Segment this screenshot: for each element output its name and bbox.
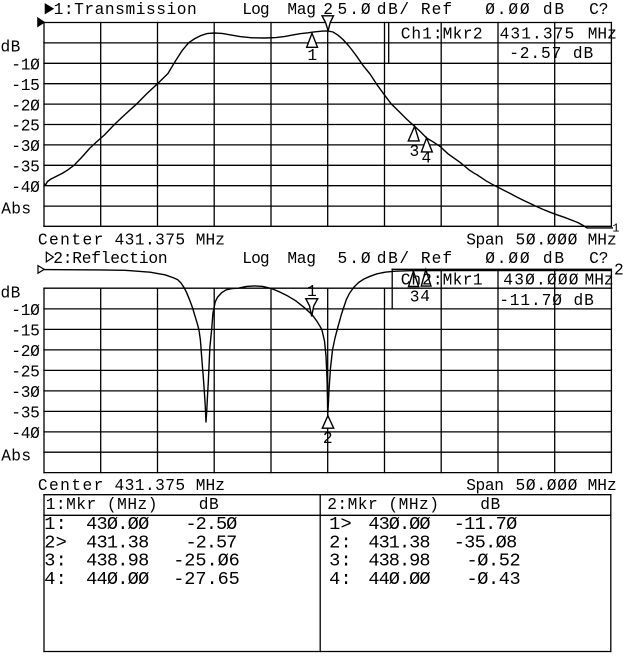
svg-text:2>: 2> <box>44 532 67 553</box>
svg-text:Ø.ØØ dB: Ø.ØØ dB <box>485 250 566 268</box>
svg-text:Abs: Abs <box>1 447 31 465</box>
svg-text:MHz: MHz <box>585 272 614 290</box>
svg-text:-2.57: -2.57 <box>186 532 237 553</box>
svg-text:Ø.ØØ dB: Ø.ØØ dB <box>485 1 566 19</box>
svg-text:1: 1 <box>307 47 317 65</box>
svg-text:43Ø.ØØ: 43Ø.ØØ <box>368 514 430 535</box>
svg-text:1: 1 <box>612 222 620 236</box>
svg-text:MHz: MHz <box>588 477 617 495</box>
svg-text:431.375: 431.375 <box>500 25 576 43</box>
svg-text:MHz: MHz <box>588 231 617 249</box>
svg-text:Span: Span <box>466 477 503 495</box>
svg-text:-35: -35 <box>11 159 39 177</box>
svg-text:5.Ø: 5.Ø <box>338 1 373 19</box>
svg-text:-Ø.43: -Ø.43 <box>467 569 521 590</box>
svg-text:MHz: MHz <box>196 477 225 495</box>
svg-text:-4Ø: -4Ø <box>11 425 40 443</box>
svg-text:-2.57 dB: -2.57 dB <box>509 45 594 63</box>
svg-text:4:: 4: <box>329 569 352 590</box>
svg-text:Log: Log <box>242 250 269 268</box>
svg-text:C?: C? <box>589 1 608 19</box>
svg-text:43Ø.ØØØ: 43Ø.ØØØ <box>503 272 579 290</box>
svg-text:431.38: 431.38 <box>368 532 429 553</box>
svg-text:-35.Ø8: -35.Ø8 <box>454 532 517 553</box>
svg-text:-35: -35 <box>11 405 39 423</box>
svg-text:Abs: Abs <box>1 201 31 219</box>
svg-text:-15: -15 <box>11 323 39 341</box>
svg-text:C?: C? <box>589 250 608 268</box>
svg-text:431.38: 431.38 <box>86 532 148 553</box>
svg-text:4: 4 <box>420 288 430 306</box>
svg-text:1: 1 <box>307 283 317 301</box>
svg-text:Ch2:: Ch2: <box>401 272 444 290</box>
svg-text:3:: 3: <box>44 551 67 572</box>
svg-text:3: 3 <box>410 289 420 307</box>
svg-text:MHz: MHz <box>588 25 617 43</box>
svg-text:MHz: MHz <box>196 231 225 249</box>
svg-text:-2Ø: -2Ø <box>11 97 40 115</box>
svg-text:5Ø.ØØØ: 5Ø.ØØØ <box>516 231 579 249</box>
svg-text:2: 2 <box>614 261 624 279</box>
svg-text:438.98: 438.98 <box>86 551 148 572</box>
svg-text:-25: -25 <box>11 118 39 136</box>
svg-text:2:Reflection: 2:Reflection <box>53 250 167 268</box>
svg-text:-25.Ø6: -25.Ø6 <box>173 551 240 572</box>
svg-text:43Ø.ØØ: 43Ø.ØØ <box>86 514 149 535</box>
svg-text:Center: Center <box>38 231 105 249</box>
svg-text:3:: 3: <box>329 551 352 572</box>
svg-text:Mag: Mag <box>287 1 315 19</box>
svg-text:-11.7Ø: -11.7Ø <box>454 514 517 535</box>
svg-text:dB/: dB/ <box>377 1 411 19</box>
svg-text:-25: -25 <box>11 364 39 382</box>
svg-text:431.375: 431.375 <box>115 231 186 249</box>
svg-text:-Ø.52: -Ø.52 <box>467 551 521 572</box>
svg-text:dB: dB <box>1 285 21 303</box>
svg-text:3: 3 <box>410 143 420 161</box>
svg-text:-1Ø: -1Ø <box>11 57 40 75</box>
svg-text:2: 2 <box>323 1 333 19</box>
svg-text:-2Ø: -2Ø <box>11 343 40 361</box>
svg-text:Ref: Ref <box>421 1 453 19</box>
svg-text:4: 4 <box>422 150 432 168</box>
svg-text:Mkr1: Mkr1 <box>443 272 483 290</box>
svg-text:Mag: Mag <box>287 250 315 268</box>
svg-text:-11.7Ø dB: -11.7Ø dB <box>499 292 595 310</box>
svg-text:431.375: 431.375 <box>115 477 186 495</box>
svg-text:44Ø.ØØ: 44Ø.ØØ <box>86 569 149 590</box>
svg-text:1>: 1> <box>329 514 352 535</box>
svg-text:Span: Span <box>466 231 503 249</box>
svg-text:Mkr2: Mkr2 <box>443 26 483 44</box>
svg-text:-1Ø: -1Ø <box>11 302 40 320</box>
svg-text:2:Mkr (MHz) dB: 2:Mkr (MHz) dB <box>327 496 500 514</box>
svg-text:1:: 1: <box>44 514 67 535</box>
svg-text:4:: 4: <box>44 569 67 590</box>
svg-text:-27.65: -27.65 <box>173 569 240 590</box>
svg-text:-3Ø: -3Ø <box>11 384 40 402</box>
svg-text:-15: -15 <box>11 77 39 95</box>
svg-text:-4Ø: -4Ø <box>11 179 40 197</box>
svg-text:Ch1:: Ch1: <box>401 26 444 44</box>
svg-text:438.98: 438.98 <box>368 551 429 572</box>
svg-text:dB: dB <box>1 39 21 57</box>
svg-text:-2.5Ø: -2.5Ø <box>186 514 238 535</box>
svg-text:Log: Log <box>242 1 269 19</box>
svg-text:5Ø.ØØØ: 5Ø.ØØØ <box>516 477 579 495</box>
svg-text:-3Ø: -3Ø <box>11 138 40 156</box>
svg-text:Center: Center <box>38 477 105 495</box>
svg-text:dB/: dB/ <box>377 250 411 268</box>
svg-text:2:: 2: <box>329 532 352 553</box>
svg-text:2: 2 <box>323 430 333 448</box>
svg-text:5.Ø: 5.Ø <box>338 250 373 268</box>
svg-text:44Ø.ØØ: 44Ø.ØØ <box>368 569 430 590</box>
svg-text:1:Transmission: 1:Transmission <box>54 1 198 19</box>
svg-text:1:Mkr (MHz) dB: 1:Mkr (MHz) dB <box>46 496 219 514</box>
svg-text:Ref: Ref <box>421 250 453 268</box>
